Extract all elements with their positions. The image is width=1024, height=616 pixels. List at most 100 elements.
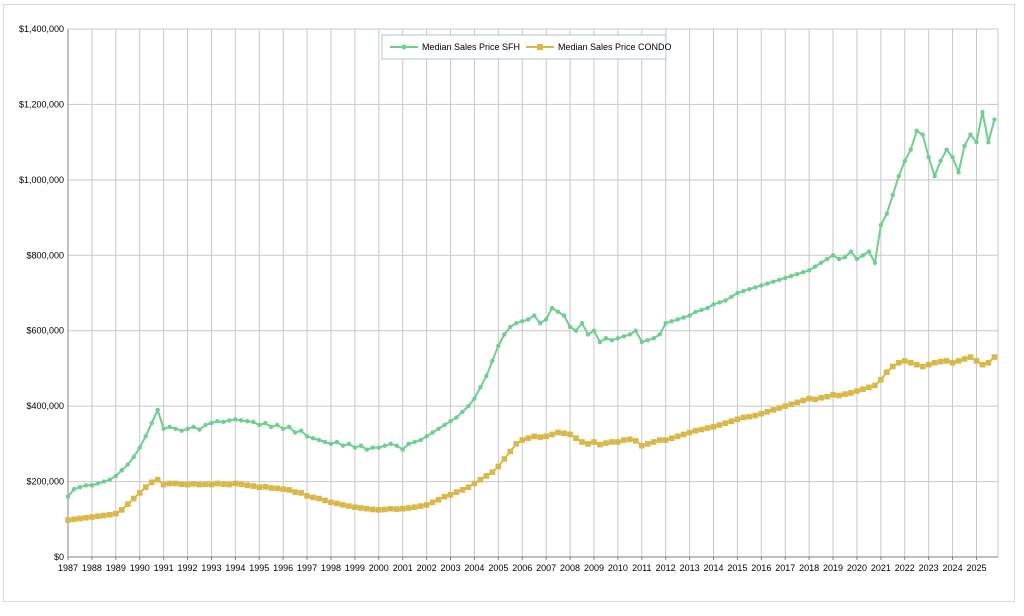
data-point [650,439,657,445]
data-point [310,436,316,441]
series-condo [65,354,998,523]
y-tick-label: $600,000 [26,326,64,336]
data-point [453,489,460,495]
data-point [919,363,926,370]
data-point [537,434,543,440]
data-point [675,317,680,322]
data-point [95,481,101,486]
data-point [949,359,956,366]
x-tick-label: 2019 [823,563,843,573]
data-point [782,403,789,409]
x-tick-label: 2024 [943,563,963,573]
data-point [698,426,705,433]
x-tick-label: 2010 [608,563,628,573]
data-point [71,486,77,492]
data-point [227,418,232,423]
data-point [961,356,968,362]
data-point [364,505,370,512]
data-point [514,320,519,326]
data-point [913,361,920,368]
data-point [944,147,949,152]
data-point [502,332,507,337]
data-point [925,361,932,368]
data-point [233,417,238,422]
data-point [519,437,526,443]
data-point [914,128,919,134]
x-tick-label: 1996 [273,563,293,573]
data-point [107,511,113,518]
x-tick-label: 1998 [321,563,341,573]
data-point [471,480,478,487]
data-point [597,339,603,345]
data-point [747,287,752,292]
x-tick-label: 1989 [106,563,126,573]
data-point [429,499,436,506]
data-point [884,211,890,216]
data-point [609,337,615,343]
data-point [674,433,681,440]
data-point [483,473,490,479]
data-point [424,434,429,439]
gridlines [67,28,999,558]
data-point [860,386,866,392]
data-point [729,294,734,299]
data-point [663,320,668,326]
data-point [418,437,423,443]
data-point [956,170,961,175]
data-point [447,491,454,498]
data-point [890,192,896,198]
data-point [824,393,830,400]
data-point [728,418,735,425]
data-point [95,513,101,520]
data-point [137,445,142,450]
data-point [71,516,77,523]
data-point [489,469,496,475]
data-point [101,479,107,484]
x-tick-label: 2005 [488,563,508,573]
x-tick-label: 2025 [966,563,986,573]
y-tick-label: $800,000 [26,250,64,260]
data-point [866,249,872,254]
data-point [669,319,674,324]
data-point [405,505,412,511]
y-tick-label: $400,000 [26,401,64,411]
data-point [411,504,418,511]
data-point [155,407,160,413]
data-point [597,441,603,448]
data-point [256,484,263,491]
data-point [161,426,166,431]
data-point [890,363,896,370]
data-point [263,420,268,426]
data-point [526,317,531,322]
data-point [854,256,860,262]
data-point [346,441,352,447]
data-point [173,426,178,431]
data-point [687,313,692,318]
data-point [143,434,148,439]
data-point [842,391,848,397]
line-chart: $0 $200,000 $400,000 $600,000 $800,000 $1,000… [19,24,999,573]
x-tick-label: 2000 [369,563,389,573]
data-point [513,441,520,447]
data-point [573,328,579,333]
data-point [920,132,925,137]
data-point [699,307,704,313]
data-point [142,484,149,491]
data-point [65,494,71,499]
data-point [896,173,901,179]
data-point [525,435,532,441]
data-point [280,426,286,431]
data-point [190,481,197,487]
data-point [758,410,765,417]
series-sfh [65,109,997,499]
data-point [399,505,406,512]
y-tick-label: $0 [54,552,64,562]
data-point [794,399,800,406]
data-point [872,382,878,389]
data-point [668,435,675,441]
data-point [77,485,83,490]
data-point [465,484,472,491]
data-point [507,448,514,455]
data-point [848,390,854,396]
data-point [202,481,209,488]
